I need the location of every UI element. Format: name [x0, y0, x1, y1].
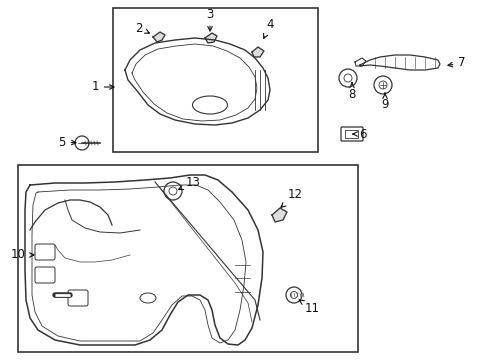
- Text: 4: 4: [264, 18, 274, 39]
- Text: 10: 10: [11, 248, 34, 261]
- Text: 6: 6: [353, 127, 367, 140]
- Polygon shape: [252, 47, 264, 57]
- Polygon shape: [205, 33, 217, 43]
- Text: 11: 11: [299, 300, 319, 315]
- Text: 1: 1: [91, 81, 114, 94]
- Text: 8: 8: [348, 83, 356, 102]
- Bar: [113, 8, 318, 152]
- Text: 7: 7: [448, 57, 466, 69]
- Text: 3: 3: [206, 8, 214, 31]
- Text: 13: 13: [179, 176, 200, 190]
- Bar: [18, 165, 358, 352]
- Text: 12: 12: [281, 189, 302, 207]
- Polygon shape: [153, 32, 165, 42]
- Text: 5: 5: [58, 135, 76, 148]
- Polygon shape: [272, 208, 287, 222]
- Text: 9: 9: [381, 93, 389, 112]
- Text: 2: 2: [135, 22, 149, 35]
